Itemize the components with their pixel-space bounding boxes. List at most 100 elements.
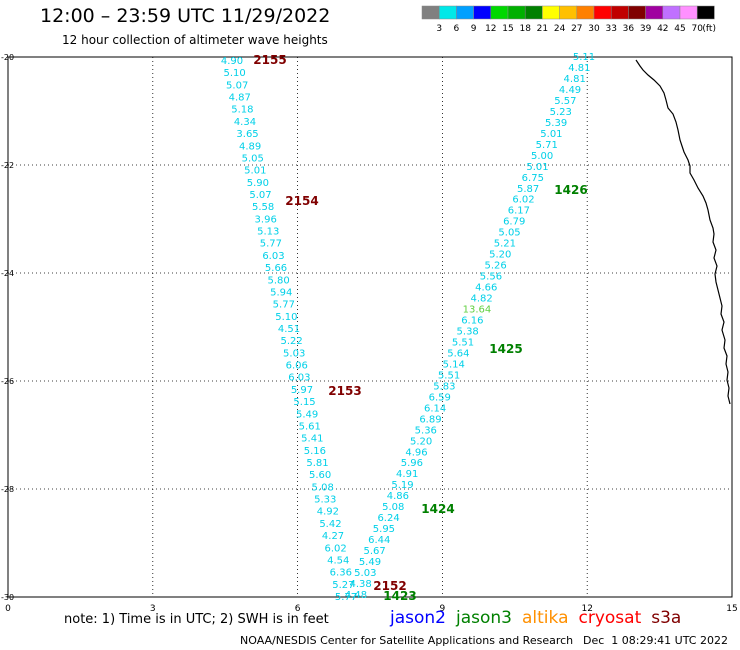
y-tick-label: -26 — [1, 377, 14, 386]
right-track-value: 5.23 — [550, 107, 572, 118]
colorbar-label: 3 — [436, 24, 442, 34]
credit-text: NOAA/NESDIS Center for Satellite Applica… — [240, 634, 574, 647]
right-track-value: 5.64 — [447, 348, 469, 359]
colorbar-label: 18 — [519, 24, 531, 34]
colorbar-label: 39 — [640, 24, 652, 34]
colorbar-label: 9 — [471, 24, 477, 34]
right-track-value: 4.96 — [405, 447, 427, 458]
left-track-value: 5.61 — [299, 421, 321, 432]
right-track-value: 5.01 — [540, 129, 562, 140]
left-track-value: 6.03 — [288, 373, 310, 384]
right-track-value: 4.81 — [568, 63, 590, 74]
colorbar-label: 70 — [691, 24, 703, 34]
right-track-value: 5.26 — [484, 261, 506, 272]
right-track-value: 6.44 — [368, 535, 390, 546]
time-label: 2153 — [328, 384, 361, 398]
right-track-value: 4.38 — [350, 579, 372, 590]
right-track-value: 5.49 — [359, 557, 381, 568]
colorbar-label: 6 — [454, 24, 460, 34]
colorbar-label: 30 — [588, 24, 600, 34]
colorbar-label: 27 — [571, 24, 582, 34]
right-track-value: 4.49 — [559, 85, 581, 96]
right-track-value: 6.02 — [512, 195, 534, 206]
coastline — [635, 59, 731, 405]
colorbar-label: 15 — [502, 24, 513, 34]
left-track-value: 6.36 — [330, 568, 352, 579]
time-label: 1424 — [421, 502, 454, 516]
left-track-value: 5.33 — [314, 495, 336, 506]
right-track-value: 5.83 — [433, 381, 455, 392]
right-track-value: 13.64 — [463, 305, 492, 316]
x-tick-label: 6 — [295, 604, 301, 614]
time-label: 1426 — [554, 183, 587, 197]
y-tick-label: -24 — [1, 269, 14, 278]
color-scale-legend: 3 6 9 12 15 18 21 24 27 30 33 36 39 42 45 70 (ft) — [421, 5, 716, 34]
right-track-value: 5.03 — [354, 568, 376, 579]
x-tick-label: 9 — [440, 604, 446, 614]
right-track-value: 5.95 — [373, 524, 395, 535]
right-track-value: 5.20 — [489, 250, 511, 261]
right-track-value: 5.71 — [536, 140, 558, 151]
left-track-value: 4.27 — [322, 531, 344, 542]
right-track-value: 6.17 — [508, 206, 530, 217]
satellite-legend-item: jason2 — [390, 608, 446, 628]
right-track-value: 5.01 — [526, 162, 548, 173]
left-track-value: 5.07 — [249, 190, 271, 201]
right-track-value: 6.79 — [503, 217, 525, 228]
left-track-value: 5.08 — [312, 482, 334, 493]
colorbar-label: 33 — [605, 24, 616, 34]
x-tick-label: 15 — [726, 604, 737, 614]
credit-timestamp: Dec 1 08:29:41 UTC 2022 — [583, 634, 728, 647]
right-track-value: 5.67 — [363, 546, 385, 557]
colorbar-label: 36 — [623, 24, 635, 34]
left-track-value: 5.42 — [319, 519, 341, 530]
right-track-value: 5.20 — [410, 436, 432, 447]
right-track-value: 5.05 — [498, 228, 520, 239]
right-track-value: 5.14 — [443, 359, 465, 370]
right-track-value: 5.19 — [391, 480, 413, 491]
right-track-value: 4.86 — [387, 491, 409, 502]
time-label: 2155 — [253, 53, 286, 67]
left-track-value: 5.27 — [332, 580, 354, 591]
satellite-legend-item: jason3 — [456, 608, 512, 628]
right-track-value: 5.38 — [457, 326, 479, 337]
right-track-value: 6.59 — [429, 392, 451, 403]
right-track-value: 5.57 — [554, 96, 576, 107]
left-track-value: 5.94 — [270, 287, 292, 298]
right-track-value: 5.51 — [438, 370, 460, 381]
time-label: 2152 — [373, 579, 406, 593]
left-track-value: 5.13 — [257, 227, 279, 238]
time-label: 2154 — [285, 194, 318, 208]
right-track-value: 4.82 — [470, 294, 492, 305]
left-track-value: 5.97 — [291, 385, 313, 396]
right-track-value: 4.81 — [564, 74, 586, 85]
right-track-value: 5.11 — [573, 52, 595, 63]
colorbar-label: 24 — [554, 24, 566, 34]
right-track-value: 5.08 — [382, 502, 404, 513]
left-track-value: 5.07 — [226, 80, 248, 91]
x-tick-label: 12 — [581, 604, 592, 614]
left-track-value: 4.89 — [239, 141, 261, 152]
y-tick-label: -28 — [1, 485, 14, 494]
left-track-value: 5.81 — [306, 458, 328, 469]
colorbar-swatch — [696, 5, 715, 20]
right-track-value: 5.87 — [517, 184, 539, 195]
right-track-value: 5.56 — [480, 272, 502, 283]
colorbar-label: 45 — [674, 24, 685, 34]
right-track-value: 4.91 — [396, 469, 418, 480]
left-track-value: 4.51 — [278, 324, 300, 335]
x-tick-label: 0 — [5, 604, 11, 614]
left-track-value: 5.60 — [309, 470, 331, 481]
left-track-value: 5.58 — [252, 202, 274, 213]
left-track-value: 5.01 — [244, 166, 266, 177]
left-track-value: 6.06 — [286, 361, 308, 372]
left-track-value: 5.22 — [280, 336, 302, 347]
satellite-legend-item: s3a — [651, 608, 682, 628]
left-track-value: 5.77 — [335, 592, 357, 603]
left-track-value: 5.66 — [265, 263, 287, 274]
colorbar-label: 12 — [485, 24, 496, 34]
map-frame — [7, 56, 733, 598]
left-track-value: 4.90 — [221, 56, 243, 67]
left-track-value: 5.16 — [304, 446, 326, 457]
left-track-value: 4.87 — [229, 93, 251, 104]
